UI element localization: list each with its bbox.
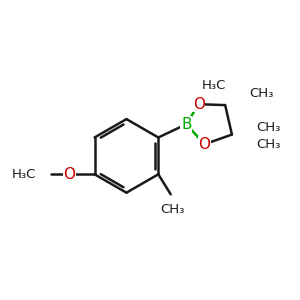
Text: CH₃: CH₃ xyxy=(160,203,184,216)
Text: CH₃: CH₃ xyxy=(256,138,280,151)
Text: H₃C: H₃C xyxy=(202,80,226,92)
Text: O: O xyxy=(199,137,211,152)
Text: CH₃: CH₃ xyxy=(249,87,274,101)
Text: B: B xyxy=(181,117,191,132)
Text: O: O xyxy=(193,97,205,112)
Text: O: O xyxy=(64,167,76,182)
Text: H₃C: H₃C xyxy=(12,168,36,181)
Text: CH₃: CH₃ xyxy=(256,121,280,134)
